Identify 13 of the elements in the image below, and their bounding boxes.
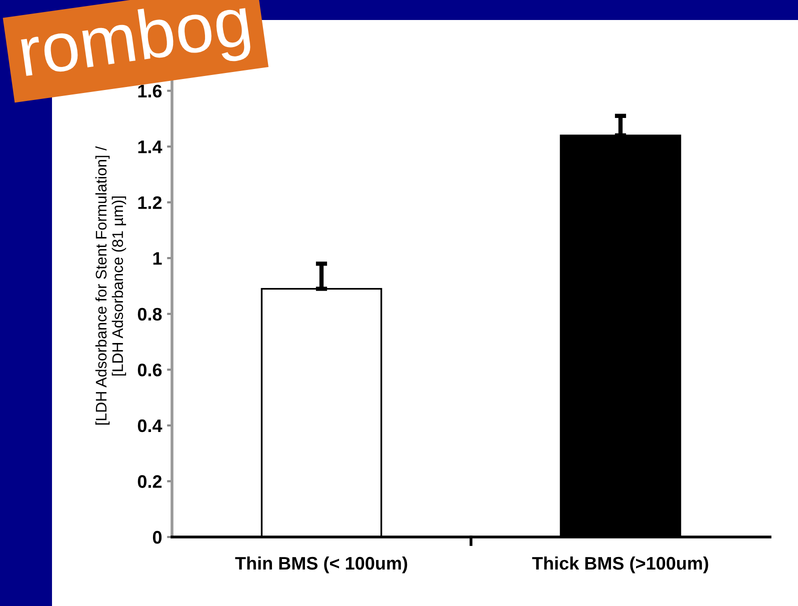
y-tick-label: 0.4 xyxy=(138,419,162,432)
x-tick-label: Thin BMS (< 100um) xyxy=(235,556,408,574)
chart-title: rombog xyxy=(20,5,252,76)
y-axis-title: [LDH Adsorbance for Stent Formulation] / [LDH Adsorbance (81 µm)] xyxy=(95,146,126,425)
y-tick-label: 0.2 xyxy=(138,475,162,488)
y-tick-label: 1.4 xyxy=(138,140,162,154)
y-tick-label: 1.6 xyxy=(138,84,162,98)
y-tick-label: 0.6 xyxy=(138,364,162,376)
x-tick-label: Thick BMS (>100um) xyxy=(532,556,708,574)
y-tick-label: 0 xyxy=(152,530,162,544)
y-tick-label: 1 xyxy=(153,252,162,265)
y-tick-label: 0.8 xyxy=(138,308,162,321)
y-tick-label: 1.2 xyxy=(138,196,162,209)
